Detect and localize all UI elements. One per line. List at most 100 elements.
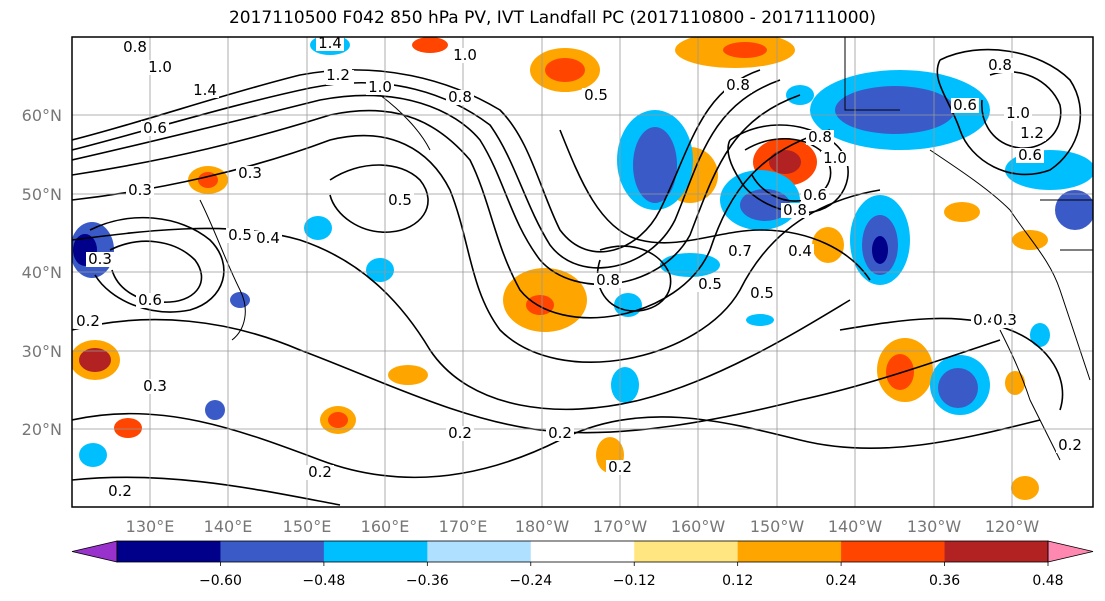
contour-label: 0.3 — [128, 181, 152, 199]
colorbar-extend-low — [71, 540, 118, 563]
shade-blob — [79, 443, 107, 467]
map-frame — [71, 36, 1094, 508]
contour-label-bg — [986, 58, 1014, 73]
contour-label-bg — [366, 80, 394, 95]
contour-label-bg — [324, 68, 352, 83]
shade-blob — [366, 258, 394, 282]
shade-blob — [304, 216, 332, 240]
colorbar-swatch — [530, 541, 635, 562]
contour-label-bg — [1016, 148, 1044, 163]
contour-line — [329, 164, 429, 233]
coastline — [199, 199, 246, 341]
contour-label-bg — [121, 40, 149, 55]
contour-line — [72, 134, 881, 363]
shade-blob — [412, 37, 448, 53]
contour-label-bg — [806, 130, 834, 145]
lat-label: 60°N — [22, 106, 62, 125]
colorbar-tick-label: −0.36 — [406, 573, 449, 589]
contour-label: 0.4 — [788, 242, 812, 260]
contour-label-bg — [106, 484, 134, 499]
contour-line — [559, 129, 871, 281]
contour-label: 0.3 — [238, 164, 262, 182]
contour-label: 0.2 — [608, 458, 632, 476]
lon-label: 140°E — [204, 517, 253, 536]
contour-label-bg — [126, 183, 154, 198]
pv-shading — [72, 37, 1093, 500]
contour-label-bg — [386, 193, 414, 208]
colorbar-tick-label: 0.48 — [1032, 573, 1063, 589]
colorbar-tick-label: −0.12 — [613, 573, 656, 589]
contour-label-bg — [306, 465, 334, 480]
lon-label: 140°W — [828, 517, 883, 536]
lat-label: 50°N — [22, 185, 62, 204]
colorbar-swatch — [427, 541, 532, 562]
contour-label-bg — [546, 426, 574, 441]
longitude-labels: 130°E 140°E 150°E 160°E 170°E 180°W 170°W 160°W… — [126, 517, 1040, 536]
colorbar-swatch — [737, 541, 842, 562]
shade-blob — [938, 368, 978, 408]
contour-label-bg — [748, 286, 776, 301]
contour-label: 0.8 — [808, 128, 832, 146]
contour-label-bg — [141, 379, 169, 394]
colorbar-swatch — [220, 541, 325, 562]
contour-label: 0.3 — [143, 377, 167, 395]
contour-label: 0.5 — [750, 284, 774, 302]
contour-label-bg — [1056, 438, 1084, 453]
contour-label: 0.8 — [448, 88, 472, 106]
contour-label: 0.8 — [726, 76, 750, 94]
lon-label: 180°W — [515, 517, 570, 536]
map-title: 2017110500 F042 850 hPa PV, IVT Landfall… — [228, 8, 876, 28]
lon-label: 150°W — [750, 517, 805, 536]
contour-line — [72, 79, 781, 269]
contour-label-bg — [136, 293, 164, 308]
contour-label: 0.7 — [728, 242, 752, 260]
shade-blob — [526, 295, 554, 315]
contour-label-bg — [316, 36, 344, 51]
contour-label-bg — [254, 231, 282, 246]
coastline — [999, 329, 1061, 461]
contour-label: 0.4 — [973, 311, 997, 329]
contour-label: 0.5 — [228, 226, 252, 244]
contour-label-bg — [951, 98, 979, 113]
contour-label-bg — [991, 313, 1019, 328]
contour-label-bg — [141, 121, 169, 136]
contour-label-bg — [801, 188, 829, 203]
shade-blob — [328, 412, 348, 428]
lon-label: 160°W — [671, 517, 726, 536]
shade-blob — [1012, 230, 1048, 250]
contour-label-bg — [226, 228, 254, 243]
colorbar-swatch — [944, 541, 1049, 562]
contour-label: 0.2 — [308, 463, 332, 481]
contour-label: 0.5 — [584, 86, 608, 104]
lon-label: 170°E — [439, 517, 488, 536]
shade-blob — [114, 418, 142, 438]
contour-label-bg — [446, 90, 474, 105]
shade-blob — [944, 202, 980, 222]
lon-label: 130°E — [126, 517, 175, 536]
contour-label-bg — [594, 273, 622, 288]
colorbar-extend-high — [1047, 540, 1094, 563]
contour-label: 1.0 — [368, 78, 392, 96]
contour-label: 0.2 — [448, 424, 472, 442]
contour-line — [839, 317, 1064, 411]
contour-label-bg — [696, 277, 724, 292]
contour-label-bg — [726, 244, 754, 259]
contour-line — [936, 48, 1082, 176]
contour-line — [72, 69, 761, 253]
coastline — [929, 149, 1091, 381]
shade-blob — [723, 42, 767, 58]
shade-blob — [230, 292, 250, 308]
contour-label-bg — [74, 314, 102, 329]
shade-blob — [1055, 190, 1093, 230]
contour-line — [981, 71, 1062, 149]
contour-label-bg — [446, 426, 474, 441]
contour-label-bg — [786, 244, 814, 259]
contour-label: 0.3 — [88, 250, 112, 268]
contour-label: 0.6 — [143, 119, 167, 137]
contour-label: 0.5 — [698, 275, 722, 293]
contour-label: 0.8 — [988, 56, 1012, 74]
contour-label: 0.4 — [256, 229, 280, 247]
shade-blob — [1011, 476, 1039, 500]
contour-line — [744, 137, 832, 202]
